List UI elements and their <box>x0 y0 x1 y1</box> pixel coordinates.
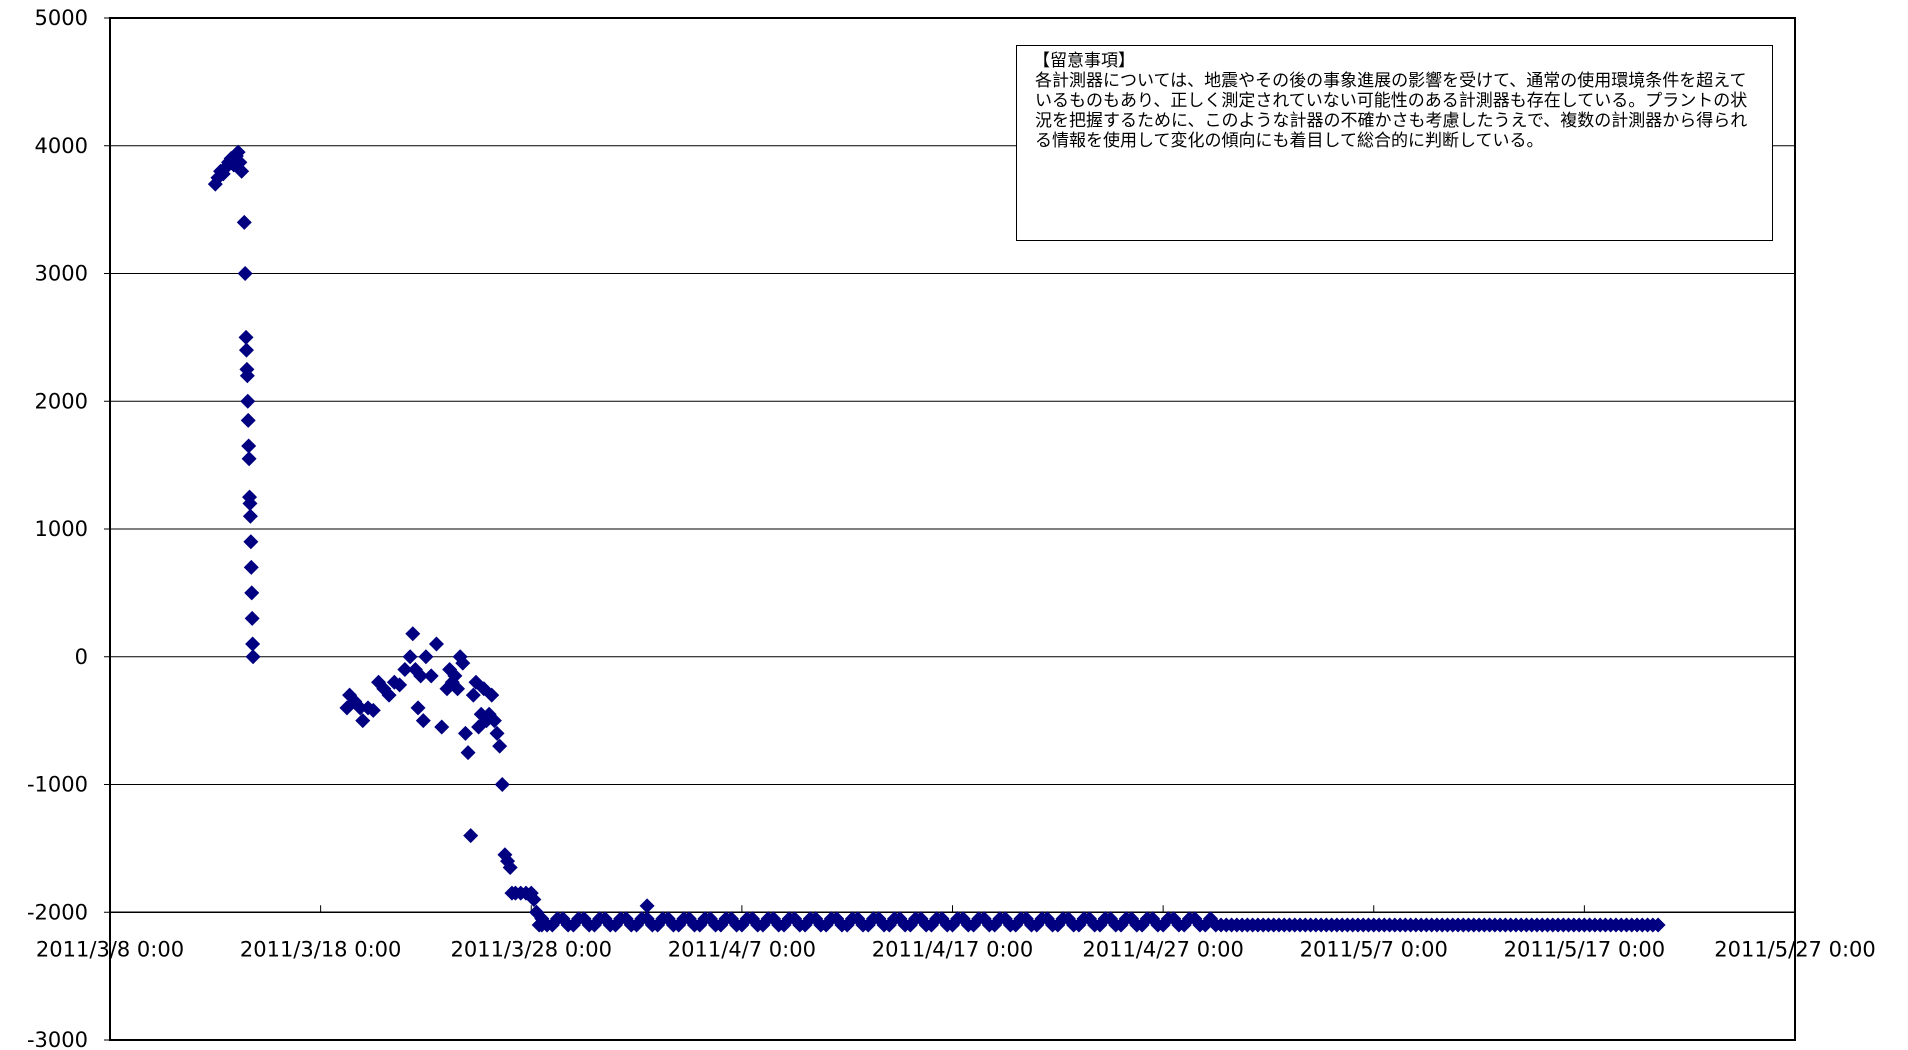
y-tick-label: 4000 <box>35 134 88 158</box>
data-point <box>418 649 434 665</box>
data-point <box>489 725 505 741</box>
data-point <box>410 700 426 716</box>
x-tick-label: 2011/5/17 0:00 <box>1504 937 1666 961</box>
y-tick-label: 0 <box>75 645 88 669</box>
data-point <box>397 662 413 678</box>
x-axis: 2011/3/8 0:00 2011/3/18 0:00 2011/3/28 0:0… <box>36 905 1876 961</box>
notice-title: 【留意事項】 <box>1033 51 1135 71</box>
y-tick-label: 2000 <box>35 389 88 413</box>
y-tick-label: -2000 <box>27 900 88 924</box>
data-point <box>1650 917 1666 933</box>
data-point <box>245 636 261 652</box>
data-point <box>355 713 371 729</box>
x-tick-label: 2011/4/27 0:00 <box>1082 937 1244 961</box>
x-tick-label: 2011/4/7 0:00 <box>668 937 816 961</box>
data-point <box>484 687 500 703</box>
data-point <box>245 649 261 665</box>
data-point <box>236 214 252 230</box>
data-point <box>244 585 260 601</box>
data-point <box>238 342 254 358</box>
x-tick-label: 2011/5/27 0:00 <box>1714 937 1876 961</box>
data-point <box>243 559 259 575</box>
data-point <box>238 329 254 345</box>
data-point <box>486 713 502 729</box>
x-tick-label: 2011/4/17 0:00 <box>872 937 1034 961</box>
data-point <box>428 636 444 652</box>
data-point <box>392 677 408 693</box>
notice-box: 【留意事項】 各計測器については、地震やその後の事象進展の影響を受けて、通常の使… <box>1016 45 1773 241</box>
data-series <box>207 144 1666 933</box>
data-point <box>534 917 550 933</box>
data-point <box>241 451 257 467</box>
data-point <box>457 725 473 741</box>
data-point <box>465 687 481 703</box>
data-point <box>492 738 508 754</box>
data-point <box>526 891 542 907</box>
data-point <box>423 668 439 684</box>
data-point <box>241 438 257 454</box>
data-point <box>234 163 250 179</box>
data-point <box>243 534 259 550</box>
data-point <box>352 700 368 716</box>
data-point <box>230 144 246 160</box>
data-point <box>365 702 381 718</box>
y-tick-label: -1000 <box>27 773 88 797</box>
data-point <box>460 745 476 761</box>
x-tick-label: 2011/3/18 0:00 <box>240 937 402 961</box>
data-point <box>639 898 655 914</box>
data-point <box>463 828 479 844</box>
y-axis: 5000 4000 3000 2000 1000 0 -1000 -2000 -3000 <box>27 6 110 1050</box>
x-tick-label: 2011/5/7 0:00 <box>1300 937 1448 961</box>
x-tick-label: 2011/3/8 0:00 <box>36 937 184 961</box>
data-point <box>381 687 397 703</box>
y-tick-label: 5000 <box>35 6 88 30</box>
gridlines <box>110 145 1795 913</box>
data-point <box>494 777 510 792</box>
data-point <box>402 649 418 665</box>
data-point <box>447 668 463 684</box>
data-point <box>450 681 466 697</box>
data-point <box>240 393 256 409</box>
data-point <box>240 412 256 428</box>
y-tick-label: -3000 <box>27 1028 88 1050</box>
data-point <box>242 495 258 511</box>
data-point <box>405 626 421 642</box>
data-point <box>529 904 545 920</box>
y-tick-label: 3000 <box>35 262 88 286</box>
notice-body: 各計測器については、地震やその後の事象進展の影響を受けて、通常の使用環境条件を超… <box>1035 71 1748 151</box>
data-point <box>239 368 255 384</box>
data-point <box>237 266 253 281</box>
data-point <box>434 719 450 735</box>
data-point <box>242 508 258 524</box>
data-point <box>413 668 429 684</box>
y-tick-label: 1000 <box>35 517 88 541</box>
data-point <box>415 713 431 729</box>
data-point <box>502 860 518 876</box>
data-point <box>455 655 471 671</box>
data-point <box>244 610 260 626</box>
x-tick-label: 2011/3/28 0:00 <box>450 937 612 961</box>
